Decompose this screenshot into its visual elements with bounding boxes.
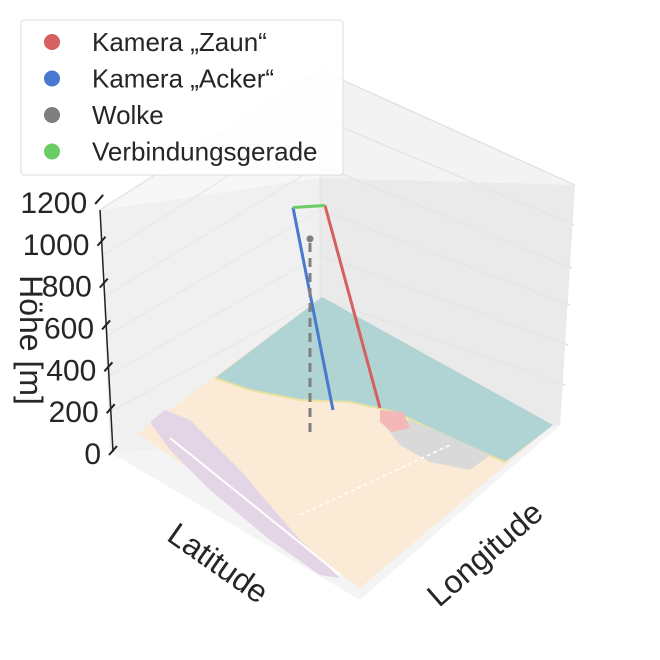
z-tick-label: 0	[84, 438, 101, 471]
z-axis-title: Höhe [m]	[13, 275, 49, 405]
legend-label: Kamera „Acker“	[92, 64, 274, 94]
legend-marker	[44, 143, 60, 160]
series-line-zaun	[323, 205, 382, 409]
z-tick-mark	[103, 361, 114, 372]
z-tick-label: 200	[49, 396, 99, 429]
z-tick-label: 800	[42, 271, 92, 304]
z-tick-label: 400	[46, 354, 96, 387]
legend: Kamera „Zaun“ Kamera „Acker“ Wolke Verbindu…	[20, 19, 344, 176]
basemap	[138, 297, 553, 588]
map-highlight	[380, 410, 410, 432]
legend-box	[20, 19, 344, 176]
z-tick-mark	[101, 319, 111, 331]
legend-label: Verbindungsgerade	[92, 137, 318, 167]
legend-label: Wolke	[92, 100, 164, 130]
z-axis-line	[99, 209, 114, 453]
z-ticks: 0 200 400 600 800 1000 1200	[20, 187, 118, 471]
legend-marker	[44, 107, 60, 123]
series-line-acker	[291, 207, 335, 411]
map-buildings	[380, 420, 490, 470]
z-tick-mark	[99, 277, 109, 289]
z-tick-mark	[94, 194, 104, 205]
z-tick-label: 1200	[20, 187, 87, 220]
legend-label: Kamera „Zaun“	[92, 27, 267, 57]
z-tick-mark	[108, 445, 118, 456]
legend-marker	[44, 34, 60, 50]
z-tick-mark	[96, 236, 107, 247]
map-water	[215, 297, 553, 462]
z-tick-label: 1000	[23, 229, 90, 262]
map-road	[169, 437, 341, 576]
legend-marker	[44, 70, 60, 87]
z-tick-mark	[105, 403, 116, 414]
wolke-point	[306, 235, 314, 243]
series-layer	[291, 203, 382, 432]
z-tick-label: 600	[44, 312, 94, 345]
series-line-verbindungsgerade	[292, 203, 326, 209]
legend-items: Kamera „Zaun“ Kamera „Acker“ Wolke Verbindu…	[44, 27, 318, 167]
